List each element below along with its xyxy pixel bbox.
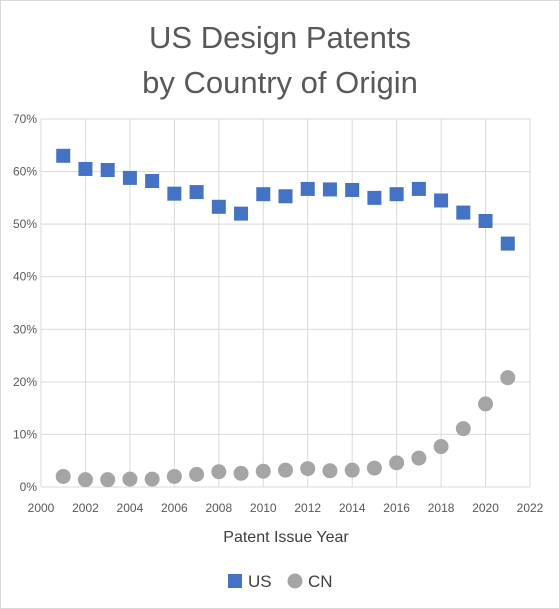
- y-axis-ticks: 0% 10% 20% 30% 40% 50% 60% 70%: [13, 112, 37, 494]
- point-cn: [100, 472, 115, 487]
- point-cn: [389, 455, 404, 470]
- point-cn: [478, 396, 493, 411]
- point-cn: [300, 461, 315, 476]
- point-cn: [278, 463, 293, 478]
- legend-marker-us: [228, 574, 242, 588]
- chart-title-line-2: by Country of Origin: [142, 65, 418, 100]
- x-axis-label: Patent Issue Year: [223, 529, 349, 546]
- point-us: [434, 193, 448, 207]
- point-cn: [456, 421, 471, 436]
- x-tick-label: 2020: [472, 501, 499, 515]
- point-us: [323, 182, 337, 196]
- point-us: [367, 191, 381, 205]
- y-tick-label: 40%: [13, 270, 37, 284]
- x-axis-ticks: 2000 2002 2004 2006 2008 2010 2012 2014 2016 2018…: [28, 501, 544, 515]
- point-us: [345, 183, 359, 197]
- point-us: [234, 207, 248, 221]
- x-tick-label: 2016: [383, 501, 410, 515]
- point-us: [390, 187, 404, 201]
- point-cn: [234, 466, 249, 481]
- point-cn: [56, 469, 71, 484]
- point-cn: [189, 467, 204, 482]
- chart-title-line-1: US Design Patents: [149, 20, 411, 55]
- legend: US CN: [228, 572, 333, 591]
- y-tick-label: 70%: [13, 112, 37, 126]
- x-tick-label: 2014: [339, 501, 366, 515]
- x-tick-label: 2004: [117, 501, 144, 515]
- legend-label-cn: CN: [308, 572, 333, 591]
- y-tick-label: 20%: [13, 375, 37, 389]
- point-us: [212, 200, 226, 214]
- point-us: [301, 182, 315, 196]
- point-us: [479, 214, 493, 228]
- x-tick-label: 2010: [250, 501, 277, 515]
- point-cn: [145, 472, 160, 487]
- x-tick-label: 2002: [72, 501, 99, 515]
- point-us: [256, 187, 270, 201]
- point-us: [101, 163, 115, 177]
- chart-title: US Design Patents by Country of Origin: [142, 20, 418, 100]
- point-us: [190, 185, 204, 199]
- y-tick-label: 0%: [20, 480, 38, 494]
- point-us: [412, 182, 426, 196]
- point-us: [167, 187, 181, 201]
- point-cn: [78, 472, 93, 487]
- x-tick-label: 2000: [28, 501, 55, 515]
- x-tick-label: 2008: [205, 501, 232, 515]
- point-us: [123, 171, 137, 185]
- series-cn: [56, 370, 516, 487]
- point-us: [456, 206, 470, 220]
- point-cn: [256, 464, 271, 479]
- point-us: [279, 189, 293, 203]
- x-tick-label: 2012: [294, 501, 321, 515]
- y-tick-label: 50%: [13, 217, 37, 231]
- point-cn: [500, 370, 515, 385]
- point-cn: [322, 463, 337, 478]
- point-us: [56, 149, 70, 163]
- point-cn: [434, 439, 449, 454]
- point-us: [145, 174, 159, 188]
- point-cn: [411, 451, 426, 466]
- point-cn: [345, 463, 360, 478]
- x-tick-label: 2018: [428, 501, 455, 515]
- legend-marker-cn: [288, 574, 303, 589]
- point-cn: [367, 461, 382, 476]
- x-tick-label: 2006: [161, 501, 188, 515]
- x-tick-label: 2022: [517, 501, 544, 515]
- point-cn: [167, 469, 182, 484]
- y-tick-label: 10%: [13, 427, 37, 441]
- data-series: [56, 149, 516, 487]
- series-us: [56, 149, 515, 251]
- point-us: [78, 162, 92, 176]
- point-us: [501, 237, 515, 251]
- y-tick-label: 30%: [13, 322, 37, 336]
- y-tick-label: 60%: [13, 165, 37, 179]
- point-cn: [211, 464, 226, 479]
- legend-label-us: US: [248, 572, 272, 591]
- point-cn: [122, 472, 137, 487]
